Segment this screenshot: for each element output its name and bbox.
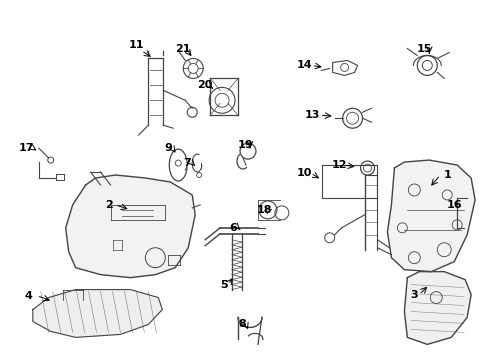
- Text: 9: 9: [164, 143, 172, 153]
- Text: 6: 6: [229, 223, 237, 233]
- Text: 2: 2: [104, 200, 112, 210]
- Text: 14: 14: [296, 60, 312, 71]
- Text: 21: 21: [175, 44, 191, 54]
- Text: 12: 12: [331, 160, 346, 170]
- Text: 8: 8: [238, 319, 245, 329]
- Polygon shape: [65, 175, 195, 278]
- Text: 3: 3: [410, 289, 417, 300]
- Text: 5: 5: [220, 280, 227, 289]
- Text: 11: 11: [128, 40, 144, 50]
- Text: 4: 4: [25, 291, 33, 301]
- Text: 7: 7: [183, 158, 191, 168]
- Text: 19: 19: [238, 140, 253, 150]
- Text: 1: 1: [443, 170, 450, 180]
- Polygon shape: [33, 289, 162, 337]
- Circle shape: [460, 229, 466, 235]
- Polygon shape: [386, 160, 474, 272]
- Text: 17: 17: [19, 143, 35, 153]
- Text: 10: 10: [297, 168, 312, 178]
- Text: 13: 13: [305, 110, 320, 120]
- Text: 15: 15: [416, 44, 431, 54]
- Polygon shape: [404, 272, 470, 345]
- Text: 18: 18: [257, 205, 272, 215]
- Text: 16: 16: [446, 200, 461, 210]
- Text: 20: 20: [197, 80, 212, 90]
